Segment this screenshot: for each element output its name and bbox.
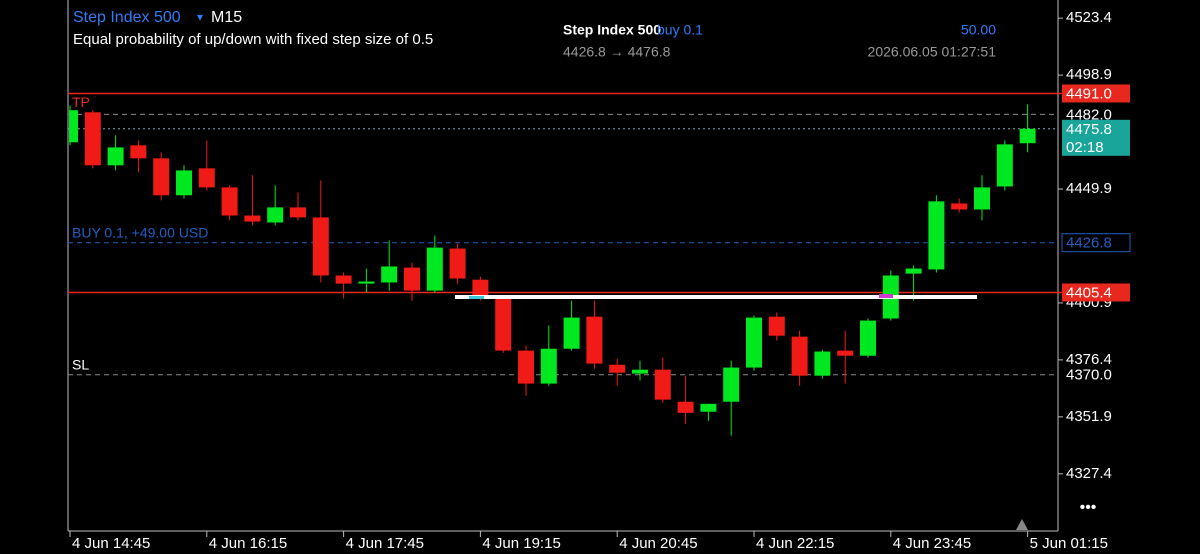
candle-body [69, 110, 78, 143]
candle-body [404, 267, 420, 291]
price-label-box [1062, 119, 1130, 156]
candle-body [654, 369, 671, 400]
candle-body [951, 203, 968, 210]
candle-body [791, 336, 808, 376]
candle-body [609, 364, 626, 373]
price-label: 4475.8 [1066, 121, 1112, 138]
candle-body [928, 201, 945, 270]
price-label-bg [1062, 366, 1128, 383]
y-tick-label: 4498.9 [1066, 66, 1112, 83]
candle-body [586, 316, 603, 364]
x-tick-label: 5 Jun 01:15 [1030, 535, 1108, 552]
x-tick-label: 4 Jun 14:45 [72, 535, 150, 552]
x-tick-label: 4 Jun 22:15 [756, 535, 834, 552]
x-tick-label: 4 Jun 23:45 [893, 535, 971, 552]
y-tick-label: 4449.9 [1066, 180, 1112, 197]
candle-body [746, 317, 762, 368]
price-label: 4491.0 [1066, 85, 1112, 102]
candle-body [677, 401, 694, 413]
candle-body [107, 147, 124, 166]
dropdown-icon[interactable]: ▾ [197, 10, 203, 24]
price-label: 4370.0 [1066, 367, 1112, 384]
candle-body [84, 112, 101, 166]
scroll-icon[interactable] [1016, 519, 1028, 530]
price-label: 4482.0 [1066, 106, 1112, 123]
candle-body [472, 279, 489, 299]
candle-body [381, 266, 398, 283]
candle-body [1019, 128, 1036, 144]
candle-body [153, 158, 170, 196]
candle-body [312, 217, 329, 276]
level-name: SL [72, 356, 89, 372]
candle-body [221, 187, 238, 216]
drawn-line-marker [879, 294, 893, 298]
trade-side: buy 0.1 [657, 22, 703, 38]
x-tick-label: 4 Jun 16:15 [209, 535, 287, 552]
countdown: 02:18 [1066, 139, 1104, 156]
candle-body [700, 403, 717, 412]
candle-body [518, 350, 534, 384]
level-name: BUY 0.1, +49.00 USD [72, 224, 208, 240]
candle-body [176, 170, 192, 196]
candle-body [426, 247, 443, 291]
price-label-box [1062, 283, 1130, 302]
y-tick-label: 4327.4 [1066, 465, 1112, 482]
candle-body [905, 268, 922, 274]
candle-body [290, 207, 306, 218]
candle-body [244, 215, 261, 222]
price-label: 4426.8 [1066, 235, 1112, 252]
candle-body [267, 207, 284, 223]
candle-body [837, 350, 854, 356]
more-button[interactable]: ••• [1080, 499, 1097, 516]
price-label: 4405.4 [1066, 284, 1112, 301]
candle-body [996, 144, 1013, 187]
candle-body [495, 298, 512, 351]
candle-body [814, 351, 831, 376]
x-tick-label: 4 Jun 20:45 [619, 535, 697, 552]
price-label-bg [1062, 106, 1128, 123]
candle-body [130, 145, 147, 159]
candle-body [335, 275, 352, 284]
candle-body [632, 369, 648, 374]
candle-body [974, 187, 990, 210]
trade-symbol: Step Index 500 [563, 22, 661, 38]
trade-time: 2026.06.05 01:27:51 [868, 44, 997, 60]
y-tick-label: 4523.4 [1066, 9, 1112, 26]
candle-body [563, 317, 580, 349]
timeframe[interactable]: M15 [211, 9, 242, 26]
candle-body [198, 168, 215, 188]
trade-prices: 4426.8 → 4476.8 [563, 44, 671, 60]
level-name: TP [72, 94, 90, 110]
candle-body [358, 281, 375, 284]
candle-body [449, 248, 466, 279]
candle-body [768, 316, 785, 336]
x-tick-label: 4 Jun 17:45 [346, 535, 424, 552]
y-tick-label: 4376.4 [1066, 351, 1112, 368]
candle-body [723, 367, 740, 402]
description: Equal probability of up/down with fixed … [73, 31, 433, 48]
trade-profit: 50.00 [961, 22, 996, 38]
symbol[interactable]: Step Index 500 [73, 9, 181, 26]
drawn-line-marker [469, 296, 484, 299]
y-tick-label: 4351.9 [1066, 408, 1112, 425]
price-label-box [1061, 233, 1131, 253]
candle-body [860, 320, 876, 356]
drawn-line [455, 295, 977, 299]
price-label-box [1062, 84, 1130, 103]
marks: 4523.44498.94449.94400.94376.44351.94327… [68, 9, 1131, 552]
candle-body [540, 348, 557, 384]
x-tick-label: 4 Jun 19:15 [482, 535, 560, 552]
